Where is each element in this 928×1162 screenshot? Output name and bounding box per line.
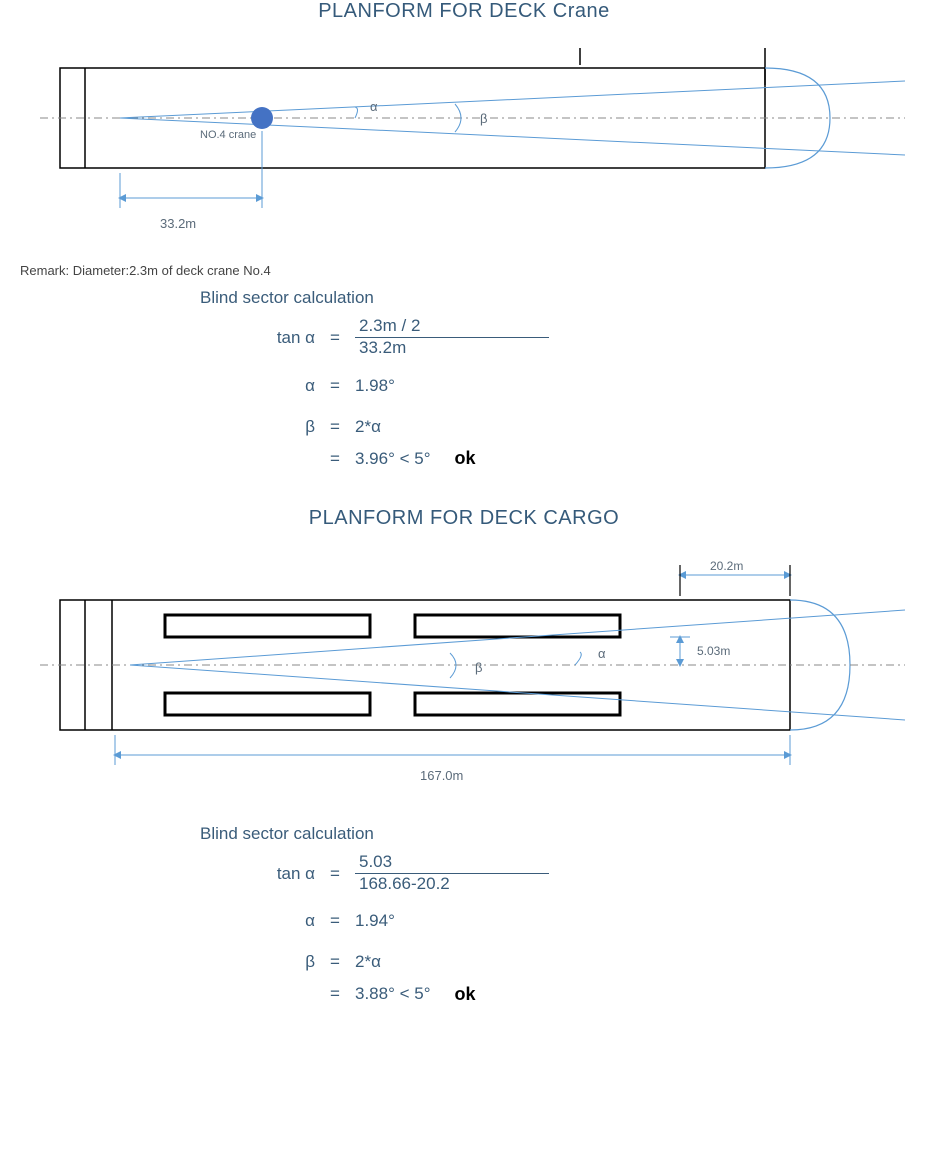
ok-1: ok	[455, 444, 476, 473]
diagram-crane: α β NO.4 crane 33.2m	[0, 33, 928, 253]
beta-label-1: β	[200, 413, 315, 440]
alpha-label-2: α	[200, 907, 315, 934]
alpha-symbol-1: α	[370, 99, 378, 114]
tan-alpha-label-1: tan α	[200, 324, 315, 351]
diagram-cargo: 20.2m β α 5.03m 167.0m	[0, 540, 928, 810]
alpha-label-1: α	[200, 372, 315, 399]
alpha-symbol-2: α	[598, 646, 606, 661]
eq-sign: =	[325, 980, 345, 1007]
beta-label-2: β	[200, 948, 315, 975]
dim-20-2: 20.2m	[710, 559, 743, 573]
calc-block-1: Blind sector calculation tan α = 2.3m / …	[200, 284, 928, 473]
section1-title: PLANFORM FOR DECK Crane	[0, 0, 928, 23]
dim-167: 167.0m	[420, 768, 463, 783]
ok-2: ok	[455, 980, 476, 1009]
frac1-den: 33.2m	[355, 337, 549, 358]
remark-1: Remark: Diameter:2.3m of deck crane No.4	[20, 263, 928, 278]
beta-symbol-1: β	[480, 111, 487, 126]
frac1-num: 2.3m / 2	[355, 317, 424, 337]
crane-label: NO.4 crane	[200, 129, 256, 141]
eq-sign: =	[325, 372, 345, 399]
eq-sign: =	[325, 860, 345, 887]
tan-alpha-label-2: tan α	[200, 860, 315, 887]
beta-expr-1: 2*α	[355, 413, 381, 440]
dim-33-2: 33.2m	[160, 216, 196, 231]
beta-symbol-2: β	[475, 660, 482, 675]
eq-sign: =	[325, 413, 345, 440]
eq-sign: =	[325, 948, 345, 975]
frac2-num: 5.03	[355, 853, 396, 873]
calc2-title: Blind sector calculation	[200, 820, 928, 847]
beta-expr-2: 2*α	[355, 948, 381, 975]
beta-result-1: 3.96° < 5°	[355, 445, 431, 472]
frac2-den: 168.66-20.2	[355, 873, 549, 894]
calc1-title: Blind sector calculation	[200, 284, 928, 311]
calc-block-2: Blind sector calculation tan α = 5.03 16…	[200, 820, 928, 1009]
dim-5-03: 5.03m	[697, 644, 730, 658]
beta-result-2: 3.88° < 5°	[355, 980, 431, 1007]
fraction-2: 5.03 168.66-20.2	[355, 853, 549, 893]
section2-title: PLANFORM FOR DECK CARGO	[0, 507, 928, 530]
alpha-val-1: 1.98°	[355, 372, 395, 399]
fraction-1: 2.3m / 2 33.2m	[355, 317, 549, 357]
eq-sign: =	[325, 907, 345, 934]
alpha-val-2: 1.94°	[355, 907, 395, 934]
eq-sign: =	[325, 445, 345, 472]
eq-sign: =	[325, 324, 345, 351]
